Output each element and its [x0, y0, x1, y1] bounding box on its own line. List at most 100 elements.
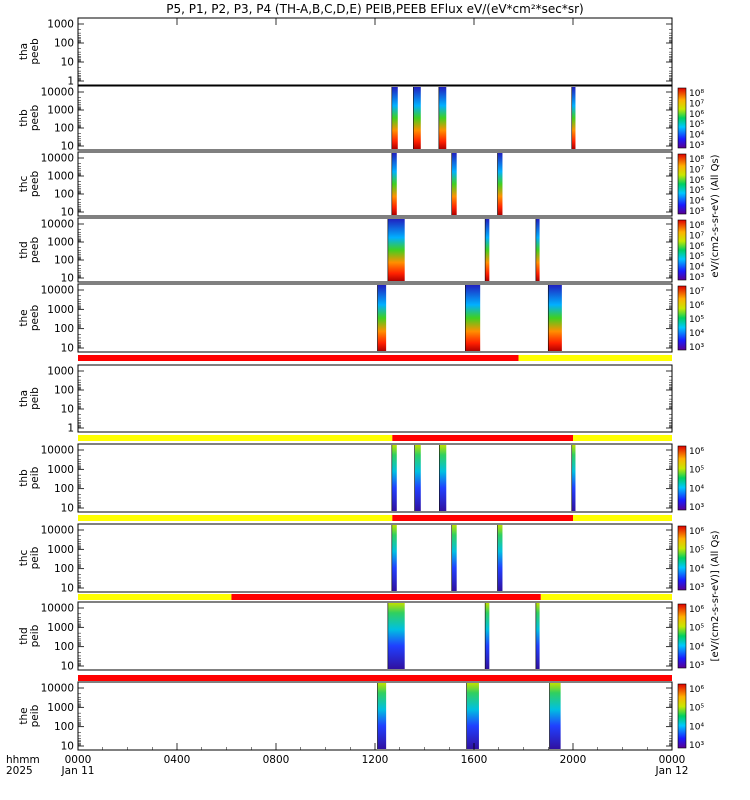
panel-frame	[77, 681, 673, 751]
spectrogram-burst	[414, 445, 421, 511]
spectrogram-burst	[571, 87, 576, 149]
y-tick-label: 10	[61, 343, 74, 355]
colorbar-tick-label: 10⁶	[689, 176, 704, 186]
spectrogram-burst	[466, 683, 479, 749]
y-tick-label: 10000	[41, 445, 74, 457]
panel-tha-peeb: 1000 100 10 1 tha peeb	[18, 17, 673, 88]
x-tick-label: 2000	[560, 754, 587, 766]
y-tick-label: 1000	[47, 105, 74, 117]
spectrogram-burst	[391, 87, 398, 149]
mode-bar-segment	[78, 515, 393, 521]
colorbar	[677, 603, 687, 669]
y-tick-label: 100	[54, 123, 74, 135]
colorbar-tick-label: 10⁷	[689, 287, 704, 297]
panel-inst-label: peeb	[29, 305, 41, 332]
y-tick-label: 10000	[41, 87, 74, 99]
spectrogram-burst	[377, 285, 387, 351]
spectrogram-burst	[571, 445, 576, 511]
spectrogram-burst	[535, 603, 540, 669]
spectrogram-burst	[497, 525, 503, 591]
y-tick-label: 10000	[41, 153, 74, 165]
x-left-label: Jan 11	[61, 765, 95, 777]
spectrogram-burst	[391, 445, 397, 511]
colorbar	[677, 285, 687, 351]
colorbar-tick-label: 10⁶	[689, 301, 704, 311]
colorbar-tick-label: 10³	[689, 741, 704, 751]
colorbar-tick-label: 10⁶	[689, 447, 704, 457]
y-tick-label: 100	[54, 641, 74, 653]
y-tick-label: 10	[61, 273, 74, 285]
y-tick-label: 10000	[41, 603, 74, 615]
panel-thc-peib: 10000 1000 100 10 thc peib 10⁶ 10⁵ 10⁴ 10³	[18, 523, 704, 595]
spectrogram-burst	[391, 525, 397, 591]
y-tick-label: 1	[67, 423, 74, 435]
y-tick-label: 10000	[41, 285, 74, 297]
panel-probe-label: thc	[18, 550, 30, 567]
panel-frame	[77, 443, 673, 513]
y-tick-label: 1000	[47, 464, 74, 476]
colorbar-tick-label: 10³	[689, 343, 704, 353]
y-tick-label: 1000	[47, 19, 74, 31]
colorbar-tick-label: 10⁵	[689, 466, 704, 476]
y-tick-label: 10	[61, 741, 74, 753]
x-left-label: hhmm	[6, 754, 40, 766]
panel-thd-peib: 10000 1000 100 10 thd peib 10⁶ 10⁵ 10⁴ 10³	[18, 601, 704, 673]
colorbar-tick-label: 10⁴	[689, 131, 704, 141]
y-tick-label: 100	[54, 721, 74, 733]
panel-inst-label: peeb	[29, 171, 41, 198]
y-tick-label: 100	[54, 189, 74, 201]
colorbar-tick-label: 10⁵	[689, 252, 704, 262]
mode-bar-segment	[392, 515, 573, 521]
y-tick-label: 10000	[41, 525, 74, 537]
colorbar	[677, 87, 687, 149]
y-tick-label: 10	[61, 661, 74, 673]
colorbar-tick-label: 10⁴	[689, 484, 704, 494]
panel-probe-label: thb	[18, 469, 30, 487]
y-tick-label: 1000	[47, 304, 74, 316]
panel-inst-label: peib	[29, 704, 41, 727]
panel-inst-label: peeb	[29, 105, 41, 132]
mode-bar-segment	[518, 355, 672, 361]
mode-bar-segment	[78, 594, 232, 600]
colorbar	[677, 525, 687, 591]
y-tick-label: 100	[54, 483, 74, 495]
spectrogram-burst	[535, 219, 540, 281]
spectrogram-burst	[485, 603, 490, 669]
colorbar-tick-label: 10⁵	[689, 624, 704, 634]
colorbar-unit-label-peeb: eV/(cm2-s-sr-eV) (All Qs)	[710, 154, 721, 277]
colorbar-tick-label: 10⁵	[689, 546, 704, 556]
spectrogram-burst	[548, 285, 562, 351]
chart-title: P5, P1, P2, P3, P4 (TH-A,B,C,D,E) PEIB,P…	[166, 2, 584, 16]
y-tick-label: 100	[54, 38, 74, 50]
colorbar-tick-label: 10⁵	[689, 120, 704, 130]
panel-frame	[77, 601, 673, 671]
y-tick-label: 1000	[47, 366, 74, 378]
y-tick-label: 1	[67, 76, 74, 88]
spectrogram-burst	[413, 87, 421, 149]
spectrogram-burst	[451, 525, 457, 591]
colorbar	[677, 683, 687, 749]
colorbar	[677, 219, 687, 281]
panel-thb-peib: 10000 1000 100 10 thb peib 10⁶ 10⁵ 10⁴ 10³	[18, 443, 704, 515]
y-tick-label: 10	[61, 503, 74, 515]
panel-probe-label: tha	[18, 390, 30, 407]
colorbar-tick-label: 10⁶	[689, 242, 704, 252]
y-tick-label: 10000	[41, 683, 74, 695]
x-tick-label: 1200	[362, 754, 389, 766]
panel-inst-label: peib	[29, 624, 41, 647]
spectrogram-burst	[485, 219, 490, 281]
x-tick-label: 0400	[164, 754, 191, 766]
panel-probe-label: thd	[18, 627, 30, 644]
colorbar-tick-label: 10⁸	[689, 89, 704, 99]
y-tick-label: 1000	[47, 237, 74, 249]
panel-inst-label: peeb	[29, 237, 41, 264]
spectrogram-burst	[451, 153, 457, 215]
y-tick-label: 1000	[47, 702, 74, 714]
mode-bar-segment	[78, 435, 393, 441]
spectrogram-burst	[549, 683, 561, 749]
colorbar-tick-label: 10³	[689, 583, 704, 593]
x-tick-label: 0000	[65, 754, 92, 766]
x-tick-label: 0800	[263, 754, 290, 766]
